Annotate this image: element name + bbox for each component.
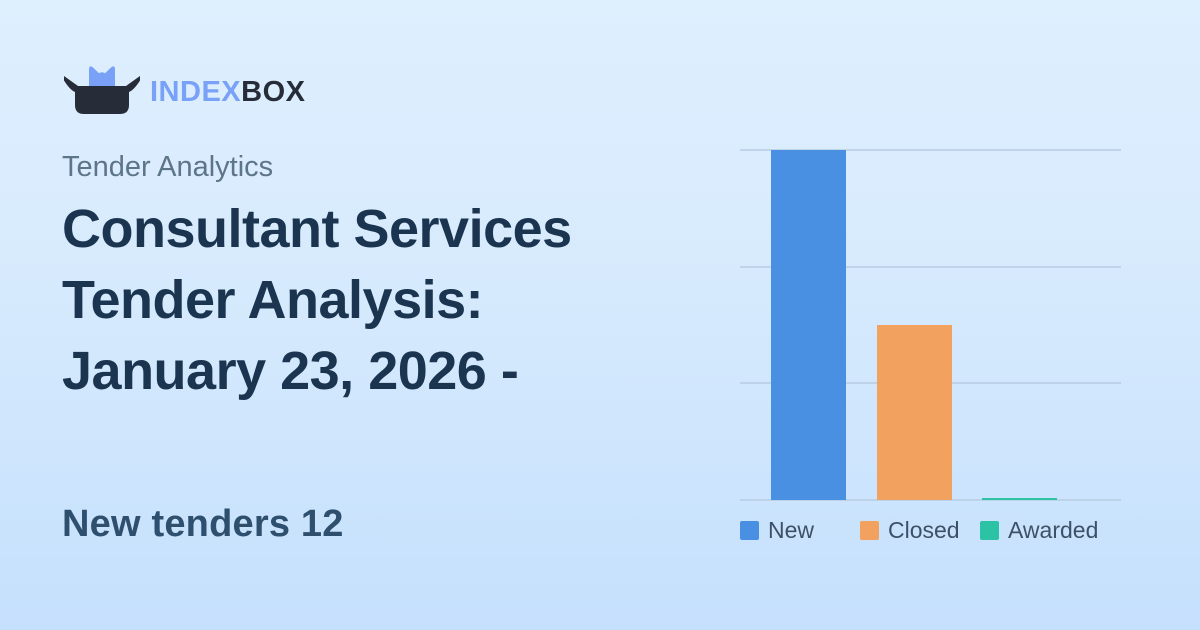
logo-wordmark: INDEXBOX — [150, 76, 305, 109]
page-title: Consultant Services Tender Analysis: Jan… — [62, 199, 572, 401]
legend-swatch-new — [740, 521, 759, 540]
new-tenders-stat: New tenders 12 — [62, 503, 344, 545]
gridline — [740, 149, 1121, 151]
legend-label: Closed — [888, 517, 960, 543]
legend-label: New — [768, 517, 815, 543]
logo-text-index: INDEX — [150, 75, 242, 108]
gridline — [740, 265, 1121, 268]
legend-swatch-awarded — [980, 521, 999, 540]
legend-item-awarded: Awarded — [980, 517, 1098, 544]
bar-awarded — [982, 497, 1057, 500]
logo-text-box: BOX — [241, 75, 306, 108]
bar-new — [771, 150, 846, 500]
gridline — [740, 499, 1121, 501]
legend-swatch-closed — [860, 521, 879, 540]
bar-closed — [877, 325, 952, 500]
chart-legend: New Closed Awarded — [740, 517, 1140, 545]
legend-label: Awarded — [1008, 517, 1099, 543]
legend-item-new: New — [740, 517, 814, 544]
chart-plot-area — [740, 149, 1121, 501]
cat-in-box-icon — [64, 66, 140, 114]
indexbox-logo: INDEXBOX — [62, 56, 305, 120]
category-label: Tender Analytics — [62, 151, 274, 183]
legend-item-closed: Closed — [860, 517, 960, 544]
